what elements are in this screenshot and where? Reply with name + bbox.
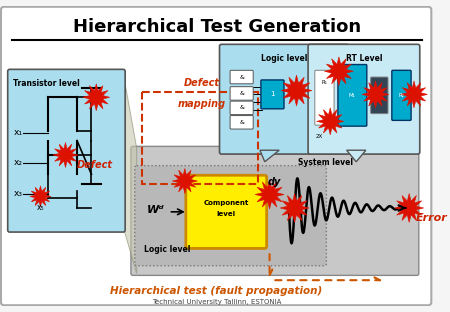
Text: &: & [239,105,244,110]
Polygon shape [395,193,423,222]
Text: mapping: mapping [178,99,226,109]
FancyBboxPatch shape [261,80,284,109]
Text: R₁: R₁ [321,80,328,85]
FancyBboxPatch shape [371,77,388,114]
FancyBboxPatch shape [315,70,334,125]
FancyBboxPatch shape [230,87,253,100]
Polygon shape [281,75,312,106]
FancyBboxPatch shape [392,70,411,120]
Polygon shape [260,150,279,162]
Polygon shape [255,180,284,209]
Text: System level: System level [298,158,353,167]
Text: Wᵈ: Wᵈ [146,205,164,215]
Text: &: & [239,91,244,96]
Text: Hierarchical Test Generation: Hierarchical Test Generation [72,18,361,36]
Text: Logic level: Logic level [261,54,307,63]
Text: x₃: x₃ [14,189,22,198]
Text: 1: 1 [270,91,274,97]
Text: 2X: 2X [316,134,323,139]
Polygon shape [324,57,353,86]
Text: Transistor level: Transistor level [14,79,80,88]
Text: x₂: x₂ [14,158,22,167]
Polygon shape [30,186,51,207]
FancyBboxPatch shape [220,44,348,154]
FancyBboxPatch shape [135,166,326,266]
FancyBboxPatch shape [338,65,367,126]
Text: R₂: R₂ [399,93,405,98]
Text: Technical University Tallinn, ESTONIA: Technical University Tallinn, ESTONIA [152,299,281,305]
FancyBboxPatch shape [308,44,420,154]
Text: Logic level: Logic level [144,245,191,254]
FancyBboxPatch shape [230,101,253,115]
Text: Defect: Defect [77,159,113,169]
Polygon shape [172,168,198,193]
Polygon shape [362,81,389,108]
Polygon shape [317,108,344,135]
Text: Hierarchical test (fault propagation): Hierarchical test (fault propagation) [111,286,323,296]
FancyBboxPatch shape [131,146,419,275]
Text: RT Level: RT Level [346,54,382,63]
Text: &: & [239,120,244,125]
Text: Error: Error [416,213,448,223]
Polygon shape [280,193,309,222]
Text: Component: Component [203,200,249,206]
Text: &: & [239,75,244,80]
Polygon shape [83,84,110,111]
Text: x₁: x₁ [14,129,22,137]
Polygon shape [123,73,137,273]
FancyBboxPatch shape [1,7,431,305]
Text: level: level [217,211,236,217]
Polygon shape [53,143,78,168]
FancyBboxPatch shape [230,70,253,84]
Polygon shape [400,81,428,108]
FancyBboxPatch shape [186,175,267,248]
Text: x₅: x₅ [36,203,44,212]
FancyBboxPatch shape [230,115,253,129]
FancyBboxPatch shape [8,69,125,232]
Text: dy: dy [268,177,281,187]
Polygon shape [346,150,366,162]
Bar [143,92,258,184]
Text: M₁: M₁ [349,93,356,98]
Text: Defect: Defect [184,78,220,88]
